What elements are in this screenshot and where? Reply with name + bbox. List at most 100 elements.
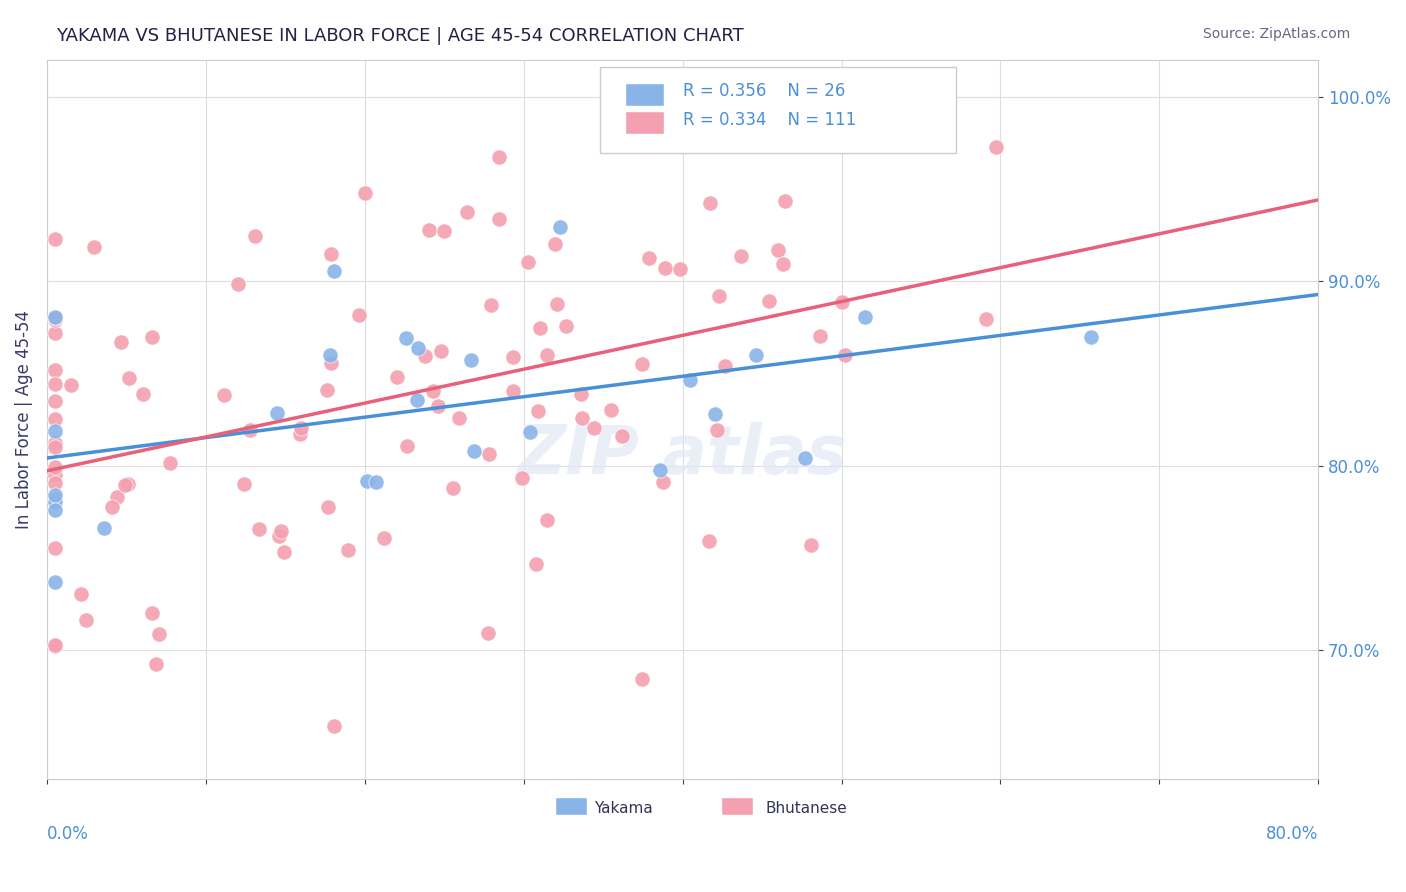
Point [354, 186, 377, 200]
Point [44, 638, 66, 652]
Point [773, 194, 796, 208]
Point [105, 490, 128, 504]
Point [110, 334, 132, 349]
Point [524, 558, 547, 572]
Point [612, 429, 634, 443]
Point [1080, 330, 1102, 344]
Point [44, 476, 66, 491]
Point [766, 244, 789, 258]
Point [510, 471, 533, 485]
Point [270, 524, 292, 539]
Point [526, 404, 548, 418]
Point [394, 331, 416, 345]
Point [600, 402, 623, 417]
Point [44, 393, 66, 408]
Point [479, 298, 502, 312]
Point [159, 456, 181, 470]
Point [323, 263, 346, 277]
Point [544, 236, 567, 251]
Point [69, 586, 91, 600]
Point [652, 475, 675, 490]
Text: 0.0%: 0.0% [46, 825, 89, 844]
Point [984, 140, 1007, 154]
Point [290, 421, 312, 435]
Point [44, 491, 66, 506]
Point [686, 113, 709, 128]
Point [44, 639, 66, 653]
Point [800, 537, 823, 551]
Point [730, 249, 752, 263]
Point [44, 424, 66, 438]
Point [478, 446, 501, 460]
Point [321, 246, 343, 260]
Text: ZIP atlas: ZIP atlas [517, 423, 848, 489]
Text: R = 0.356    N = 26: R = 0.356 N = 26 [682, 82, 845, 100]
Point [488, 150, 510, 164]
Point [118, 371, 141, 385]
Point [706, 423, 728, 437]
Point [460, 353, 482, 368]
Point [430, 344, 453, 359]
Point [288, 427, 311, 442]
Point [44, 487, 66, 501]
Point [426, 399, 449, 413]
Point [477, 625, 499, 640]
Point [212, 387, 235, 401]
Point [319, 355, 342, 369]
Point [44, 310, 66, 325]
Point [44, 326, 66, 340]
Point [519, 425, 541, 440]
Point [101, 500, 124, 514]
Point [373, 531, 395, 545]
Point [239, 424, 262, 438]
Point [233, 477, 256, 491]
Bar [721, 797, 752, 815]
Point [226, 277, 249, 292]
Point [44, 232, 66, 246]
Point [266, 406, 288, 420]
Point [679, 373, 702, 387]
Point [831, 294, 853, 309]
Point [141, 606, 163, 620]
Point [406, 393, 429, 408]
Point [83, 240, 105, 254]
Point [699, 196, 721, 211]
Point [571, 386, 593, 401]
Point [44, 436, 66, 450]
Point [114, 477, 136, 491]
Point [456, 205, 478, 219]
Point [449, 411, 471, 425]
Point [145, 657, 167, 671]
Point [793, 450, 815, 465]
Point [704, 407, 727, 421]
Point [808, 328, 831, 343]
Point [583, 421, 606, 435]
Point [546, 296, 568, 310]
Point [132, 386, 155, 401]
Point [550, 220, 572, 235]
Point [269, 529, 291, 543]
Point [141, 330, 163, 344]
Point [319, 348, 342, 362]
Point [349, 309, 371, 323]
Point [668, 262, 690, 277]
FancyBboxPatch shape [600, 67, 956, 153]
Point [117, 476, 139, 491]
Point [648, 463, 671, 477]
Point [44, 503, 66, 517]
Point [697, 533, 720, 548]
Point [827, 110, 849, 124]
Point [631, 672, 654, 686]
Bar [626, 83, 664, 105]
Point [44, 310, 66, 325]
Point [396, 440, 419, 454]
Point [322, 719, 344, 733]
Point [536, 513, 558, 527]
Point [60, 378, 83, 392]
Point [44, 468, 66, 483]
Point [463, 443, 485, 458]
Text: Yakama: Yakama [593, 801, 652, 815]
Point [316, 383, 339, 397]
Point [745, 349, 768, 363]
Point [815, 113, 838, 128]
